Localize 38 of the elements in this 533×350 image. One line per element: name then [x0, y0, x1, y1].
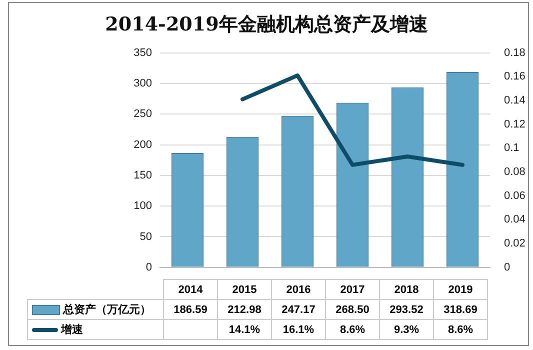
- x-tick-label: 2017: [326, 280, 380, 300]
- data-label: 186.59: [164, 300, 218, 320]
- x-tick-label: 2015: [218, 280, 272, 300]
- x-tick-label: 2019: [434, 280, 488, 300]
- y2-tick-label: 0: [504, 261, 510, 274]
- y2-tick-label: 0.1: [504, 142, 520, 154]
- y2-tick-label: 0.08: [504, 166, 526, 178]
- y-tick-label: 100: [134, 200, 152, 212]
- data-label: 14.1%: [218, 320, 272, 340]
- legend-label: 总资产（万亿元）: [28, 300, 164, 320]
- y-tick-label: 0: [146, 261, 152, 274]
- x-tick-label: 2016: [272, 280, 326, 300]
- y-tick-label: 250: [134, 108, 152, 120]
- y2-tick-label: 0.18: [504, 46, 526, 59]
- y-tick-label: 350: [134, 46, 152, 59]
- x-tick-label: 2014: [164, 280, 218, 300]
- x-tick-label: 2018: [380, 280, 434, 300]
- y-tick-label: 200: [134, 138, 152, 151]
- data-label: 212.98: [218, 300, 272, 320]
- data-label: 8.6%: [326, 320, 380, 340]
- y2-tick-label: 0.02: [504, 238, 526, 250]
- y2-tick-label: 0.16: [504, 70, 526, 83]
- data-label: 268.50: [326, 300, 380, 320]
- y-tick-label: 150: [134, 169, 152, 182]
- data-label: 247.17: [272, 300, 326, 320]
- data-label: 293.52: [380, 300, 434, 320]
- y2-tick-label: 0.04: [504, 214, 526, 226]
- data-label: 8.6%: [434, 320, 488, 340]
- data-label: 9.3%: [380, 320, 434, 340]
- legend-label: 增速: [28, 320, 164, 340]
- y-tick-label: 50: [140, 230, 152, 243]
- y2-tick-label: 0.12: [504, 118, 526, 130]
- y2-tick-label: 0.14: [504, 94, 526, 107]
- chart-title: 2014-2019年金融机构总资产及增速: [105, 13, 428, 36]
- y2-tick-label: 0.06: [504, 190, 526, 202]
- y-tick-label: 300: [134, 77, 152, 90]
- data-label: 16.1%: [272, 320, 326, 340]
- data-label: 318.69: [434, 300, 488, 320]
